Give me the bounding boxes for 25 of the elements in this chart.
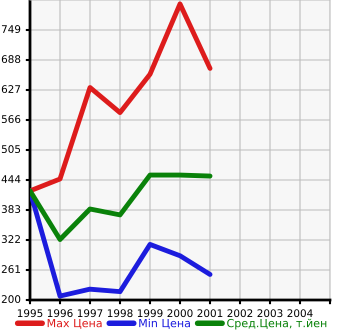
x-tick-label: 2002 [228, 309, 252, 318]
x-tick-label: 1996 [48, 309, 73, 318]
y-tick-label: 566 [2, 115, 20, 124]
legend-label: Min Цена [139, 318, 190, 329]
y-tick-label: 383 [2, 205, 20, 214]
legend-label: Max Цена [48, 319, 102, 329]
line-series [30, 2, 212, 194]
y-tick-label: 627 [2, 85, 20, 94]
x-tick-label: 2000 [168, 309, 193, 318]
x-tick-label: 1997 [78, 309, 102, 318]
x-tick-label: 1995 [18, 309, 42, 318]
legend-label: Сред.Цена, т.йен [227, 318, 326, 330]
y-tick-label: 505 [2, 145, 20, 154]
x-tick-label: 2004 [288, 309, 313, 318]
y-tick-label: 261 [2, 265, 20, 274]
x-tick-label: 1998 [108, 309, 133, 318]
y-tick-label: 688 [2, 55, 20, 64]
y-tick-label: 200 [2, 295, 20, 304]
x-tick-label: 2001 [198, 309, 222, 318]
y-tick-label: 749 [2, 25, 20, 34]
line-series [30, 172, 212, 242]
y-tick-label: 322 [2, 235, 20, 244]
x-tick-label: 2003 [258, 309, 282, 318]
y-tick-label: 444 [2, 175, 20, 183]
x-tick-label: 1999 [138, 309, 163, 318]
